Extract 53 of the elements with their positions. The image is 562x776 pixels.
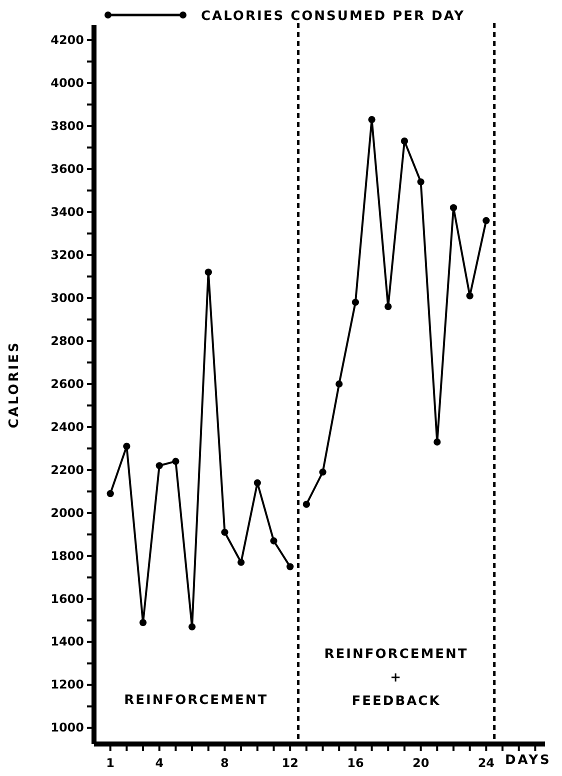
y-tick-label: 2800 — [50, 334, 84, 348]
y-tick-label: 4000 — [50, 76, 84, 90]
point — [156, 462, 163, 470]
point — [302, 500, 310, 508]
y-tick-label: 3000 — [50, 290, 84, 305]
point — [139, 618, 147, 626]
point — [417, 178, 424, 186]
annotation: REINFORCEMENT + FEEDBACK — [324, 647, 468, 709]
y-tick-label: 3800 — [50, 118, 84, 133]
point — [319, 468, 326, 476]
point — [336, 380, 343, 388]
x-tick-label: 20 — [412, 756, 430, 770]
y-tick-label: 3400 — [50, 204, 84, 219]
y-tick-label: 3600 — [50, 162, 84, 176]
y-tick-label: 2000 — [50, 506, 84, 520]
y-tick-label: 1200 — [50, 678, 84, 692]
y-tick-label: 2200 — [50, 462, 84, 477]
y-tick-label: 4200 — [50, 32, 84, 47]
y-tick-label: 1000 — [50, 720, 84, 735]
y-tick-label: 1800 — [50, 548, 84, 563]
x-tick-label: 16 — [347, 756, 364, 770]
legend-label: CALORIES CONSUMED PER DAY — [201, 9, 466, 24]
point — [254, 479, 261, 486]
point — [286, 563, 294, 570]
x-tick-label: 8 — [220, 756, 229, 770]
point — [204, 268, 212, 276]
point — [450, 204, 458, 212]
x-tick-label: 4 — [155, 756, 164, 770]
y-axis-title: CALORIES — [7, 340, 22, 428]
y-tick-label: 3200 — [50, 248, 84, 262]
y-tick-label: 1400 — [50, 634, 84, 649]
x-tick-label: 24 — [478, 756, 495, 770]
point — [384, 303, 392, 310]
y-tick-label: 2400 — [50, 420, 84, 434]
annotation: REINFORCEMENT — [124, 693, 268, 708]
point — [172, 458, 180, 465]
point — [237, 558, 245, 566]
x-axis-title: DAYS — [505, 753, 552, 768]
point — [434, 438, 441, 446]
point — [270, 537, 278, 544]
point — [106, 490, 114, 498]
point — [466, 292, 474, 300]
point — [123, 442, 130, 450]
point — [400, 138, 408, 145]
y-tick-label: 1600 — [50, 592, 84, 606]
point — [482, 217, 490, 224]
point — [368, 116, 376, 124]
x-tick-label: 12 — [282, 756, 298, 770]
point — [221, 528, 228, 536]
point — [188, 623, 196, 630]
x-tick-label: 1 — [106, 756, 115, 770]
point — [352, 298, 360, 306]
y-tick-label: 2600 — [50, 376, 84, 391]
